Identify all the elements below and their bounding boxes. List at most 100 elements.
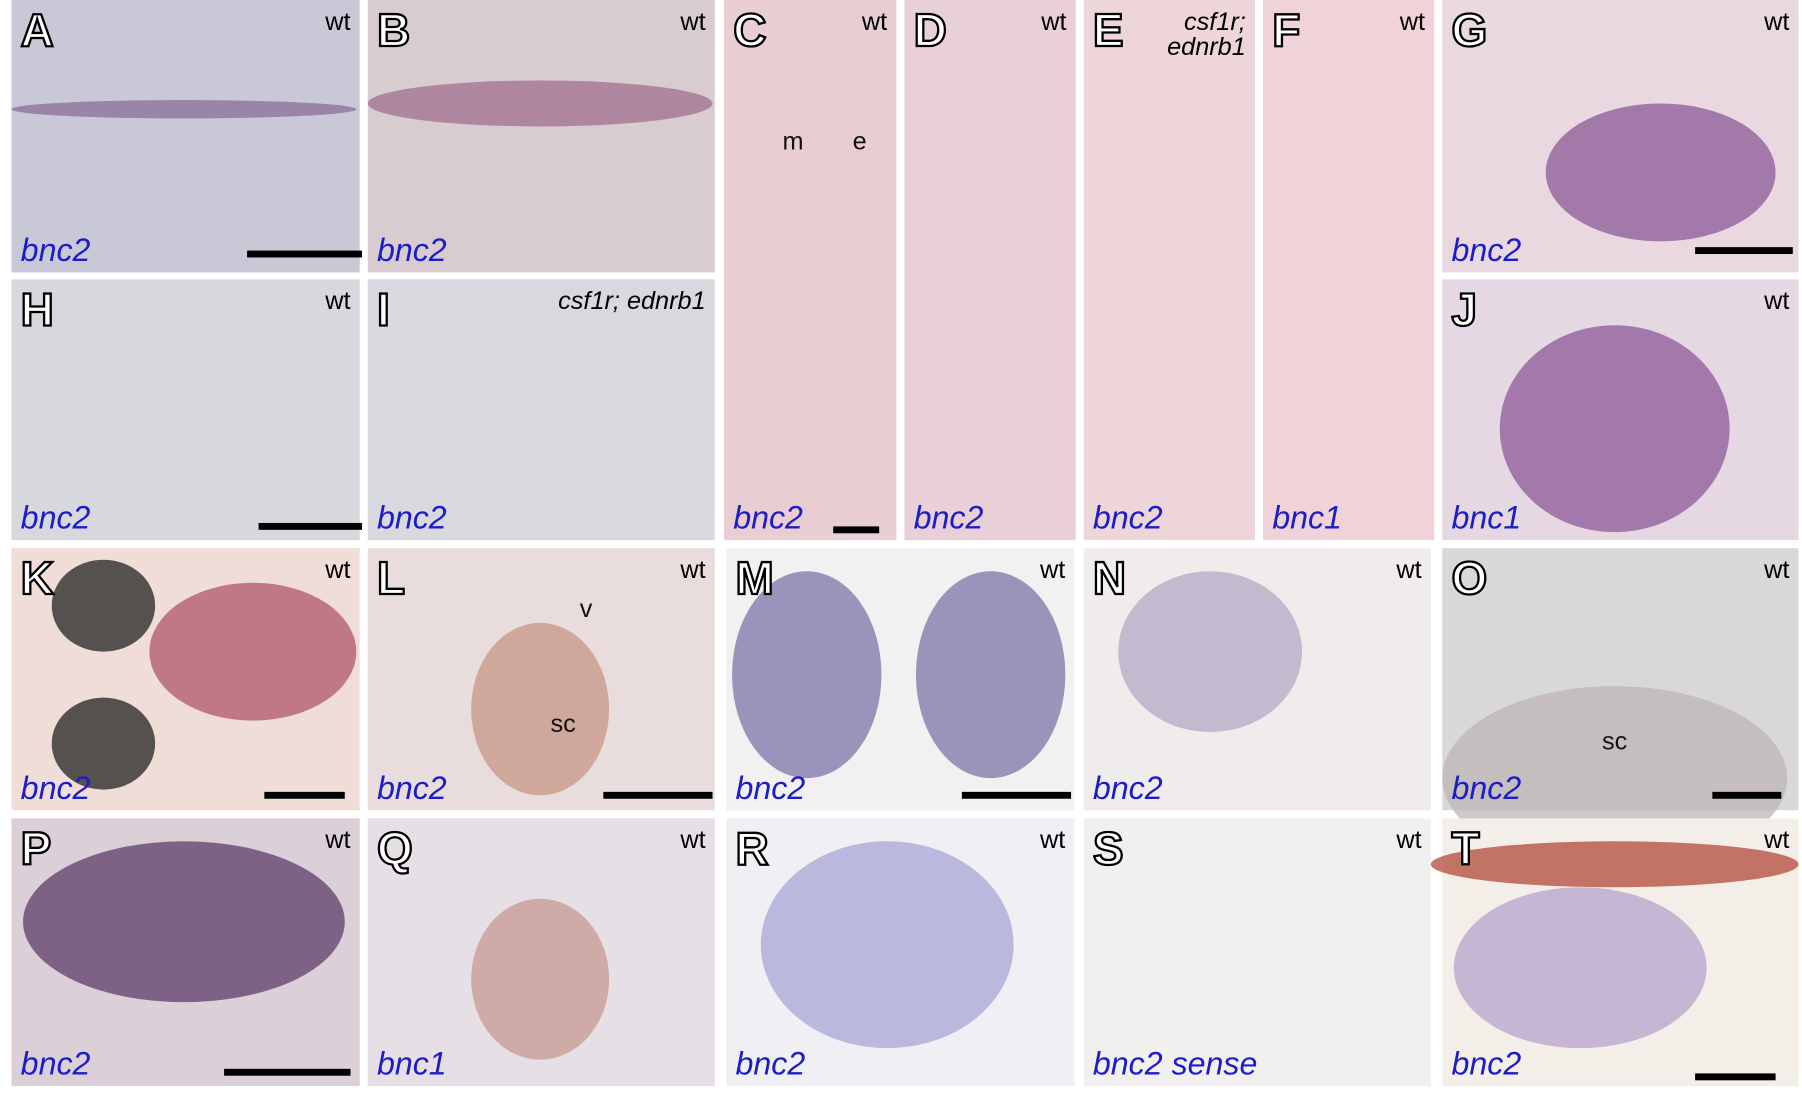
- scale-bar: [247, 250, 363, 258]
- panel-image: [367, 0, 715, 273]
- panel-image: [1083, 818, 1431, 1087]
- panel-image: [1263, 0, 1435, 541]
- panel-letter: K: [21, 552, 54, 604]
- gene-label: bnc2: [1451, 1046, 1521, 1082]
- panel-image: [724, 0, 897, 541]
- stain: [1430, 841, 1799, 888]
- gene-label: bnc2: [377, 770, 447, 806]
- gene-label: bnc1: [377, 1046, 447, 1082]
- scale-bar: [224, 1068, 351, 1076]
- stain: [1118, 571, 1303, 733]
- genotype-label: csf1r;: [1184, 8, 1246, 36]
- gene-label: bnc2: [377, 232, 447, 268]
- stain: [760, 841, 1014, 1049]
- stain: [367, 80, 713, 127]
- stain: [732, 571, 882, 779]
- gene-label: bnc1: [1451, 500, 1521, 536]
- gene-label: bnc2: [736, 770, 806, 806]
- stain: [471, 622, 610, 796]
- genotype-label: wt: [324, 287, 350, 315]
- panel-image: [11, 279, 360, 541]
- gene-label: bnc2: [1093, 500, 1163, 536]
- gene-label: bnc2: [21, 770, 91, 806]
- panel-image: [1083, 0, 1255, 541]
- annotation: sc: [1602, 727, 1627, 755]
- gene-label: bnc2: [736, 1046, 806, 1082]
- genotype-label: wt: [1039, 826, 1065, 854]
- annotation: e: [853, 127, 867, 155]
- gene-label: bnc2: [1451, 232, 1521, 268]
- genotype-label: wt: [1395, 826, 1421, 854]
- panel-letter: C: [733, 4, 766, 56]
- panel-letter: N: [1093, 552, 1126, 604]
- panel-letter: P: [21, 822, 52, 874]
- stain: [1453, 887, 1707, 1049]
- stain: [22, 841, 345, 1003]
- stain: [51, 697, 156, 790]
- stain: [11, 100, 357, 119]
- gene-label: bnc1: [1272, 500, 1342, 536]
- panel-letter: R: [736, 822, 769, 874]
- panel-letter: F: [1272, 4, 1300, 56]
- gene-label: bnc2 sense: [1093, 1046, 1257, 1082]
- scale-bar: [961, 791, 1072, 799]
- panel-letter: J: [1451, 283, 1477, 335]
- genotype-label: wt: [324, 556, 350, 584]
- gene-label: bnc2: [1451, 770, 1521, 806]
- panel-letter: Q: [377, 822, 413, 874]
- genotype-label: wt: [1763, 826, 1789, 854]
- panel-letter: S: [1093, 822, 1124, 874]
- stain: [1499, 325, 1730, 533]
- genotype-label: wt: [324, 826, 350, 854]
- panel-letter: G: [1451, 4, 1487, 56]
- genotype-label: wt: [679, 556, 705, 584]
- scale-bar: [603, 791, 713, 799]
- scale-bar: [264, 791, 345, 799]
- gene-label: bnc2: [377, 500, 447, 536]
- panel-image: [904, 0, 1076, 541]
- genotype-label: wt: [1395, 556, 1421, 584]
- panel-letter: H: [21, 283, 54, 335]
- panel-letter: T: [1451, 822, 1479, 874]
- annotation: sc: [550, 710, 575, 738]
- stain: [51, 559, 156, 652]
- annotation: v: [580, 595, 593, 623]
- gene-label: bnc2: [733, 500, 803, 536]
- panel-image: [367, 279, 715, 541]
- panel-letter: O: [1451, 552, 1487, 604]
- genotype-label: wt: [861, 8, 887, 36]
- panel-letter: D: [914, 4, 947, 56]
- stain: [915, 571, 1066, 779]
- gene-label: bnc2: [21, 1046, 91, 1082]
- genotype-label: wt: [1763, 556, 1789, 584]
- panel-letter: E: [1093, 4, 1124, 56]
- genotype-label: csf1r; ednrb1: [558, 287, 705, 315]
- panel-letter: L: [377, 552, 405, 604]
- genotype-label: wt: [324, 8, 350, 36]
- genotype-label: wt: [1399, 8, 1425, 36]
- genotype-label: wt: [679, 8, 705, 36]
- scale-bar: [1695, 1073, 1776, 1081]
- genotype-label: wt: [1040, 8, 1066, 36]
- genotype-label: wt: [1763, 287, 1789, 315]
- scale-bar: [258, 522, 363, 530]
- genotype-label: wt: [1039, 556, 1065, 584]
- panel-letter: M: [736, 552, 774, 604]
